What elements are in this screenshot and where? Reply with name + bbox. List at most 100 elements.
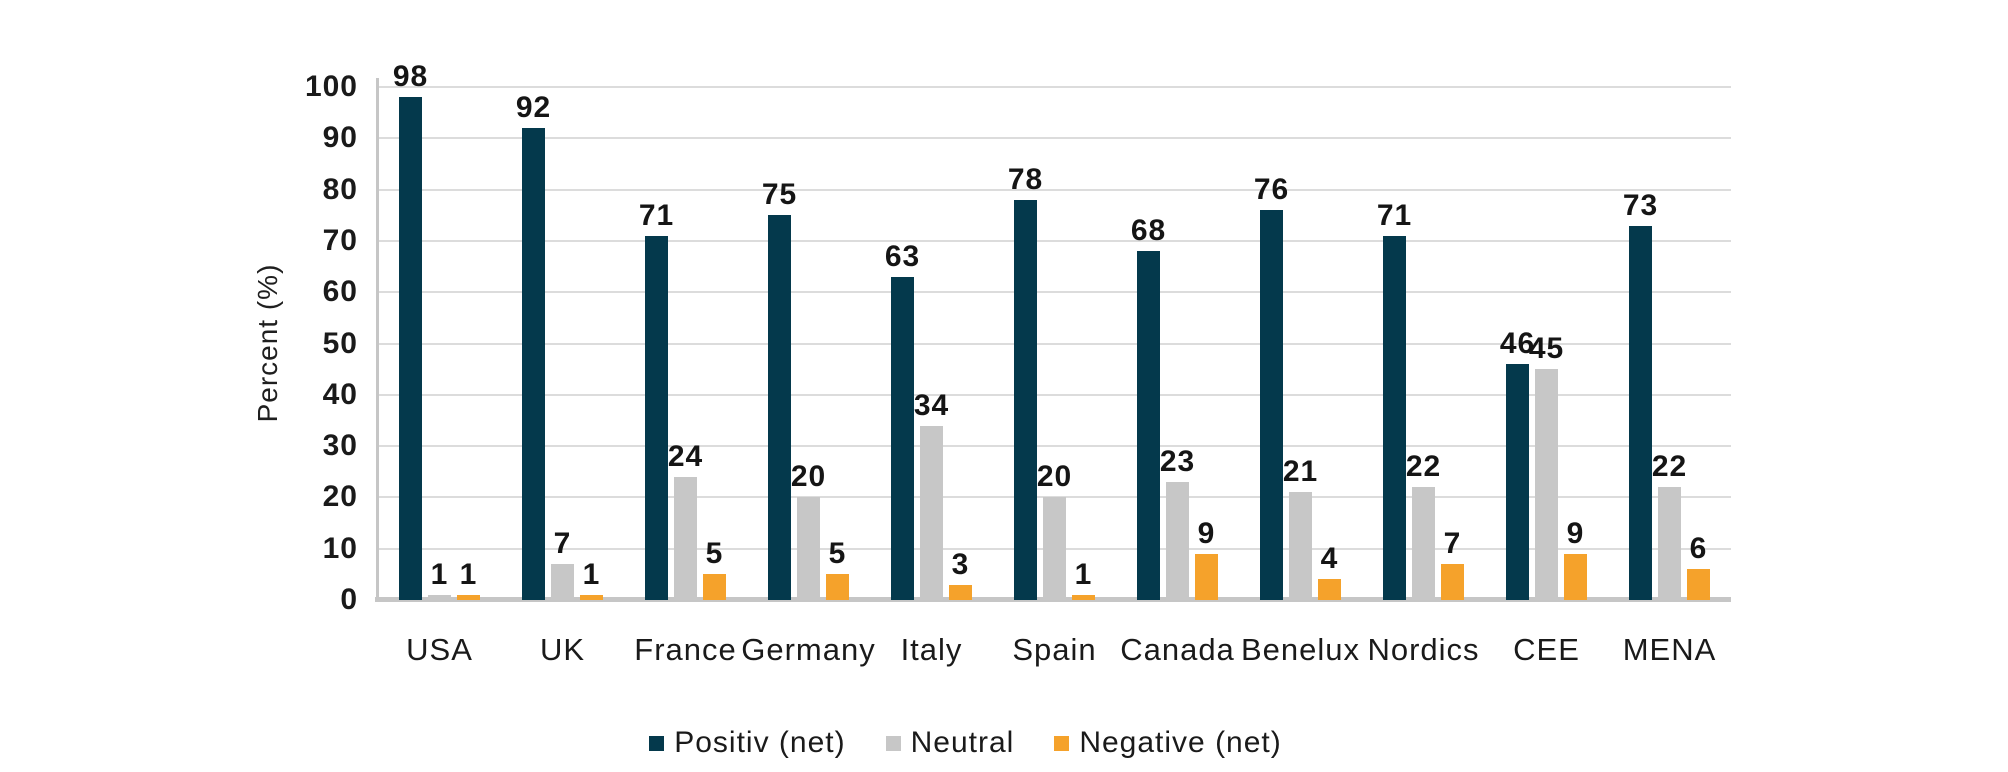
bar bbox=[949, 585, 972, 600]
bar bbox=[1195, 554, 1218, 600]
bar bbox=[674, 477, 697, 600]
bar-value-label: 46 bbox=[1499, 327, 1536, 360]
bar-value-label: 21 bbox=[1282, 455, 1319, 488]
bar bbox=[826, 574, 849, 600]
bar-value-label: 45 bbox=[1528, 332, 1565, 365]
bar-value-label: 20 bbox=[790, 460, 827, 493]
gridline bbox=[378, 239, 1731, 242]
bar-value-label: 34 bbox=[913, 389, 950, 422]
bar-slot: 75 bbox=[762, 180, 796, 600]
bar-value-label: 98 bbox=[392, 60, 429, 93]
bar-value-label: 1 bbox=[459, 558, 478, 591]
bar-value-label: 7 bbox=[1443, 527, 1462, 560]
bar-value-label: 73 bbox=[1622, 189, 1659, 222]
bar bbox=[580, 595, 603, 600]
bar-slot: 5 bbox=[703, 539, 726, 600]
x-tick-label: CEE bbox=[1513, 632, 1580, 667]
bar-value-label: 1 bbox=[582, 558, 601, 591]
bar-slot: 1 bbox=[457, 560, 480, 600]
y-tick-label: 50 bbox=[322, 326, 358, 360]
gridline bbox=[378, 86, 1731, 88]
bar bbox=[399, 97, 422, 600]
bar-cluster: 71 24 5 bbox=[624, 201, 747, 600]
bar-cluster: 68 23 9 bbox=[1116, 216, 1239, 600]
bar-group: 76 21 4 Benelux bbox=[1239, 87, 1362, 668]
bar-group: 92 7 1 UK bbox=[501, 87, 624, 667]
gridline bbox=[378, 291, 1731, 294]
legend-swatch bbox=[649, 735, 665, 751]
bar-slot: 1 bbox=[428, 560, 451, 600]
bar bbox=[1137, 251, 1160, 600]
bar-cluster: 46 45 9 bbox=[1485, 329, 1608, 600]
bar bbox=[1441, 564, 1464, 600]
bar-slot: 23 bbox=[1160, 447, 1194, 600]
bar-group: 71 24 5 France bbox=[624, 87, 747, 668]
bar-slot: 22 bbox=[1406, 452, 1440, 600]
bar bbox=[428, 595, 451, 600]
bar bbox=[1260, 210, 1283, 600]
x-tick-label: Spain bbox=[1012, 632, 1097, 667]
bar bbox=[891, 277, 914, 600]
bar-cluster: 92 7 1 bbox=[501, 93, 624, 600]
bar-slot: 68 bbox=[1131, 216, 1165, 600]
bar bbox=[1318, 579, 1341, 600]
x-tick-label: Germany bbox=[741, 632, 876, 667]
bar-value-label: 75 bbox=[761, 178, 798, 211]
bar-slot: 34 bbox=[914, 391, 948, 600]
bar-value-label: 22 bbox=[1651, 450, 1688, 483]
bar-slot: 71 bbox=[1377, 201, 1411, 600]
bar-group: 68 23 9 Canada bbox=[1116, 87, 1239, 668]
bar-group: 46 45 9 CEE bbox=[1485, 87, 1608, 667]
bar-value-label: 63 bbox=[884, 240, 921, 273]
gridline bbox=[378, 445, 1731, 448]
y-tick-label: 100 bbox=[304, 70, 358, 103]
bar-cluster: 75 20 5 bbox=[747, 180, 870, 600]
y-tick-label: 70 bbox=[322, 223, 358, 257]
bar-value-label: 9 bbox=[1566, 517, 1585, 550]
bar-value-label: 24 bbox=[667, 440, 704, 473]
y-tick-label: 90 bbox=[322, 121, 358, 155]
bar-slot: 7 bbox=[1441, 529, 1464, 600]
bar-value-label: 76 bbox=[1253, 173, 1290, 206]
bar-value-label: 5 bbox=[705, 537, 724, 570]
x-tick-label: Benelux bbox=[1240, 632, 1361, 667]
bar-slot: 98 bbox=[393, 62, 427, 600]
bar-slot: 22 bbox=[1652, 452, 1686, 600]
bar-slot: 9 bbox=[1564, 519, 1587, 600]
bar bbox=[457, 595, 480, 600]
bar-value-label: 20 bbox=[1036, 460, 1073, 493]
bar-value-label: 68 bbox=[1130, 214, 1167, 247]
bar-value-label: 78 bbox=[1007, 163, 1044, 196]
bar-slot: 1 bbox=[580, 560, 603, 600]
gridline bbox=[378, 393, 1731, 396]
legend-label: Positiv (net) bbox=[674, 726, 846, 759]
bar bbox=[1014, 200, 1037, 600]
y-tick-label: 10 bbox=[322, 531, 358, 565]
plot-area: 98 1 1 USA 92 7 1 UK 71 24 5 France 75 20 5 Germany 63 34… bbox=[375, 62, 1731, 668]
bar-cluster: 78 20 1 bbox=[993, 165, 1116, 600]
bar-slot: 24 bbox=[668, 442, 702, 600]
bar-value-label: 71 bbox=[1376, 199, 1413, 232]
bar bbox=[1506, 364, 1529, 600]
bar-cluster: 76 21 4 bbox=[1239, 175, 1362, 600]
bar-value-label: 5 bbox=[828, 537, 847, 570]
bar-value-label: 71 bbox=[638, 199, 675, 232]
bar-slot: 5 bbox=[826, 539, 849, 600]
bar-cluster: 71 22 7 bbox=[1362, 201, 1485, 600]
bar-slot: 20 bbox=[1037, 462, 1071, 600]
bar bbox=[920, 426, 943, 600]
bar-group: 78 20 1 Spain bbox=[993, 87, 1116, 668]
bar-value-label: 92 bbox=[515, 91, 552, 124]
legend-item: Positiv (net) bbox=[649, 726, 845, 760]
y-tick-label: 0 bbox=[340, 583, 358, 616]
bar-slot: 73 bbox=[1623, 191, 1657, 600]
bar-slot: 3 bbox=[949, 550, 972, 600]
gridline bbox=[378, 188, 1731, 191]
bar-value-label: 9 bbox=[1197, 517, 1216, 550]
y-tick-label: 20 bbox=[322, 480, 358, 514]
bar-groups: 98 1 1 USA 92 7 1 UK 71 24 5 France 75 20 5 Germany 63 34… bbox=[378, 62, 1731, 668]
bar-value-label: 23 bbox=[1159, 445, 1196, 478]
bar bbox=[703, 574, 726, 600]
bar bbox=[1166, 482, 1189, 600]
bar bbox=[1412, 487, 1435, 600]
